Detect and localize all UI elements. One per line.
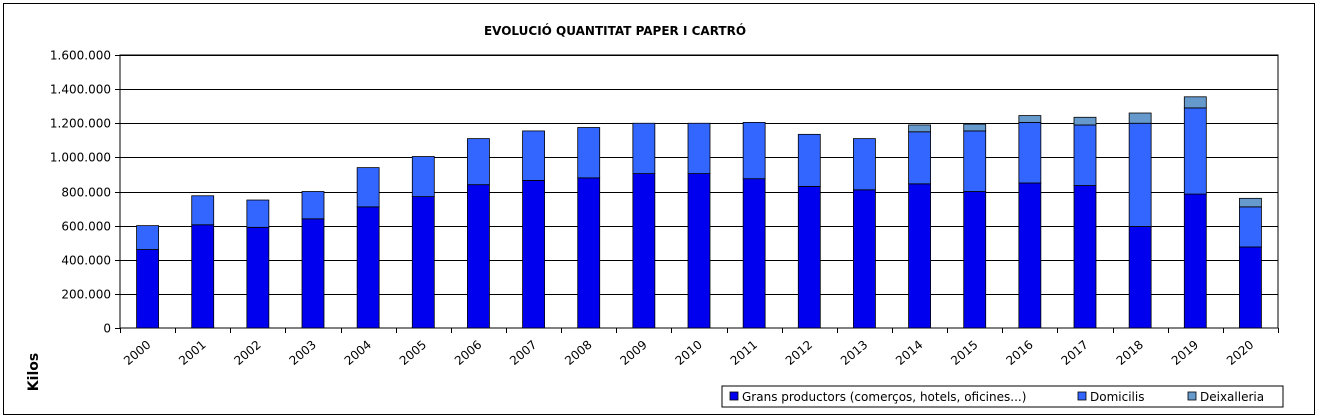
bar-segment-1: [908, 183, 931, 329]
x-tick-label: 2012: [783, 338, 815, 368]
bar-segment-2: [577, 127, 601, 179]
x-tick-label: 2018: [1114, 338, 1146, 368]
legend-swatch-3: [1187, 391, 1197, 401]
chart-title: EVOLUCIÓ QUANTITAT PAPER I CARTRÓ: [484, 23, 746, 38]
bar-segment-2: [963, 130, 987, 192]
bar-segment-2: [632, 122, 656, 174]
bar-segment-2: [356, 167, 380, 208]
bar-segment-2: [1018, 121, 1042, 184]
bar-segment-2: [1128, 122, 1152, 227]
chart-frame: EVOLUCIÓ QUANTITAT PAPER I CARTRÓ Kilos …: [3, 3, 1315, 415]
y-tick-label: 600.000: [61, 220, 111, 234]
bar-segment-2: [136, 225, 159, 250]
legend-box: [721, 385, 1284, 408]
bar-segment-1: [411, 196, 435, 329]
bar-segment-1: [1183, 193, 1207, 329]
bar-segment-3: [1073, 116, 1097, 126]
bar-segment-1: [191, 224, 215, 329]
stacked-bar-chart: EVOLUCIÓ QUANTITAT PAPER I CARTRÓ Kilos …: [26, 23, 1284, 408]
x-tick-label: 2006: [452, 338, 484, 368]
bar-segment-1: [1073, 185, 1097, 329]
bar-segment-1: [963, 191, 987, 329]
bar-segment-2: [411, 156, 435, 198]
legend-label-2: Domicilis: [1090, 390, 1144, 404]
legend-label-3: Deixalleria: [1200, 390, 1264, 404]
legend: Grans productors (comerços, hotels, ofic…: [721, 385, 1284, 408]
x-tick-label: 2011: [728, 338, 760, 368]
bar-segment-1: [246, 226, 270, 329]
bar-segment-1: [301, 218, 325, 329]
bar-segment-2: [1073, 124, 1097, 186]
bar-segment-2: [246, 199, 270, 228]
plot-area: 0 200.000 400.000 600.000 800.000 1.000.000 1.…: [50, 49, 1279, 368]
x-tick-label: 2010: [673, 338, 705, 368]
x-tick-label: 2000: [121, 338, 153, 368]
bar-segment-1: [797, 185, 821, 329]
y-tick-label: 1.200.000: [50, 117, 111, 131]
bar-segment-1: [522, 180, 545, 329]
bar-segment-2: [301, 191, 325, 220]
y-tick-label: 0: [103, 322, 111, 336]
x-tick-label: 2008: [562, 338, 594, 368]
bar-segment-1: [1128, 226, 1152, 329]
bar-segment-1: [853, 189, 876, 329]
bar-segment-2: [797, 133, 821, 187]
bar-segment-2: [853, 138, 876, 191]
y-tick-label: 1.600.000: [50, 49, 111, 63]
bar-segment-2: [522, 130, 545, 181]
y-tick-label: 400.000: [61, 254, 111, 268]
bar-segment-2: [908, 131, 931, 185]
legend-swatch-1: [729, 391, 739, 401]
bar-segment-1: [632, 173, 656, 329]
bar-segment-2: [467, 138, 490, 186]
bar-segment-2: [1183, 107, 1207, 195]
legend-swatch-2: [1077, 391, 1087, 401]
x-tick-label: 2005: [397, 338, 429, 368]
bar-segment-3: [1128, 112, 1152, 124]
x-tick-label: 2015: [948, 338, 980, 368]
y-tick-label: 1.400.000: [50, 83, 111, 97]
x-tick-label: 2002: [231, 338, 263, 368]
bar-segment-3: [1183, 96, 1207, 109]
bar-segment-1: [1018, 182, 1042, 329]
bar-segment-1: [1239, 246, 1262, 329]
bar-segment-1: [136, 249, 159, 329]
bar-segment-3: [1018, 115, 1042, 123]
x-tick-label: 2016: [1003, 338, 1035, 368]
x-tick-label: 2020: [1224, 338, 1256, 368]
bar-segment-2: [687, 122, 711, 174]
bar-segment-2: [742, 121, 766, 180]
bar-segment-1: [742, 178, 766, 329]
y-axis-label: Kilos: [26, 353, 42, 391]
bar-segment-2: [191, 195, 215, 226]
bar-segment-1: [356, 206, 380, 329]
x-tick-label: 2001: [176, 338, 208, 368]
x-tick-label: 2019: [1169, 338, 1201, 368]
x-tick-label: 2009: [617, 338, 649, 368]
x-tick-label: 2013: [838, 338, 870, 368]
bar-segment-2: [1239, 206, 1262, 248]
bar-segment-1: [467, 184, 490, 329]
legend-label-1: Grans productors (comerços, hotels, ofic…: [742, 390, 1026, 404]
y-tick-label: 200.000: [61, 288, 111, 302]
bar-segment-3: [1239, 197, 1262, 208]
x-tick-label: 2007: [507, 338, 539, 368]
y-tick-label: 800.000: [61, 186, 111, 200]
x-tick-label: 2003: [287, 338, 319, 368]
y-tick-label: 1.000.000: [50, 151, 111, 165]
x-tick-label: 2004: [342, 338, 374, 368]
bar-segment-3: [963, 123, 987, 132]
bar-segment-1: [687, 173, 711, 329]
bar-segment-1: [577, 177, 601, 329]
x-tick-label: 2017: [1059, 338, 1091, 368]
x-tick-label: 2014: [893, 338, 925, 368]
bar-segment-3: [908, 124, 931, 133]
